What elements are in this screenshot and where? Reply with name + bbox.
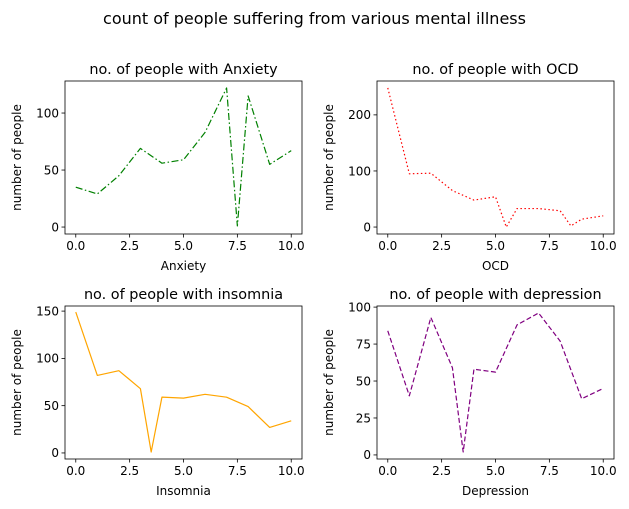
subplots-grid: 0.0 2.5 5.0 7.5 10.0 0 50 100 no. of people with… bbox=[10, 62, 617, 498]
x-axis-label: Insomnia bbox=[156, 484, 211, 498]
x-tick-label: 0.0 bbox=[378, 239, 397, 253]
subplot-title: no. of people with Anxiety bbox=[89, 62, 278, 78]
y-tick-label: 0 bbox=[363, 220, 371, 234]
y-axis-label: number of people bbox=[10, 329, 24, 436]
y-axis-label: number of people bbox=[10, 104, 24, 211]
y-tick-label: 100 bbox=[348, 164, 371, 178]
subplot-title: no. of people with depression bbox=[389, 287, 601, 303]
x-tick-label: 5.0 bbox=[486, 464, 505, 478]
series-line bbox=[75, 87, 292, 227]
subplot-3: 0.0 2.5 5.0 7.5 10.0 0 50 100 150 no. of people w… bbox=[10, 287, 305, 498]
x-tick-label: 7.5 bbox=[540, 464, 559, 478]
y-tick-label: 0 bbox=[363, 448, 371, 462]
x-tick-label: 10.0 bbox=[278, 464, 305, 478]
x-tick-label: 2.5 bbox=[432, 239, 451, 253]
subplot-4: 0.0 2.5 5.0 7.5 10.0 0 25 50 75 100 no. of people … bbox=[322, 287, 617, 498]
y-tick-label: 100 bbox=[36, 352, 59, 366]
x-tick-label: 2.5 bbox=[120, 464, 139, 478]
y-axis-label: number of people bbox=[322, 104, 336, 211]
series-line bbox=[387, 312, 604, 453]
x-tick-label: 5.0 bbox=[174, 239, 193, 253]
x-axis-label: Anxiety bbox=[161, 259, 206, 273]
y-tick-label: 0 bbox=[51, 446, 59, 460]
x-tick-label: 5.0 bbox=[174, 464, 193, 478]
x-axis-label: Depression bbox=[462, 484, 529, 498]
series-line bbox=[75, 311, 292, 453]
y-tick-label: 75 bbox=[356, 337, 371, 351]
x-axis-label: OCD bbox=[482, 259, 509, 273]
x-tick-label: 2.5 bbox=[120, 239, 139, 253]
y-tick-label: 25 bbox=[356, 411, 371, 425]
figure-title: count of people suffering from various m… bbox=[103, 9, 526, 28]
x-tick-label: 0.0 bbox=[66, 239, 85, 253]
y-tick-label: 50 bbox=[44, 163, 59, 177]
x-tick-label: 7.5 bbox=[228, 239, 247, 253]
x-tick-label: 10.0 bbox=[278, 239, 305, 253]
x-tick-label: 0.0 bbox=[378, 464, 397, 478]
y-axis-label: number of people bbox=[322, 329, 336, 436]
y-tick-label: 0 bbox=[51, 220, 59, 234]
subplot-title: no. of people with insomnia bbox=[84, 287, 283, 303]
x-tick-label: 7.5 bbox=[228, 464, 247, 478]
y-tick-label: 50 bbox=[44, 399, 59, 413]
y-tick-label: 200 bbox=[348, 108, 371, 122]
subplot-1: 0.0 2.5 5.0 7.5 10.0 0 50 100 no. of people with… bbox=[10, 62, 305, 273]
y-tick-label: 100 bbox=[348, 300, 371, 314]
y-tick-label: 50 bbox=[356, 374, 371, 388]
y-tick-label: 150 bbox=[36, 304, 59, 318]
x-tick-label: 7.5 bbox=[540, 239, 559, 253]
x-tick-label: 10.0 bbox=[590, 464, 617, 478]
y-tick-label: 100 bbox=[36, 106, 59, 120]
subplot-2: 0.0 2.5 5.0 7.5 10.0 0 100 200 no. of people wit… bbox=[322, 62, 617, 273]
x-tick-label: 0.0 bbox=[66, 464, 85, 478]
x-tick-label: 2.5 bbox=[432, 464, 451, 478]
x-tick-label: 5.0 bbox=[486, 239, 505, 253]
x-tick-label: 10.0 bbox=[590, 239, 617, 253]
subplot-title: no. of people with OCD bbox=[412, 62, 578, 78]
